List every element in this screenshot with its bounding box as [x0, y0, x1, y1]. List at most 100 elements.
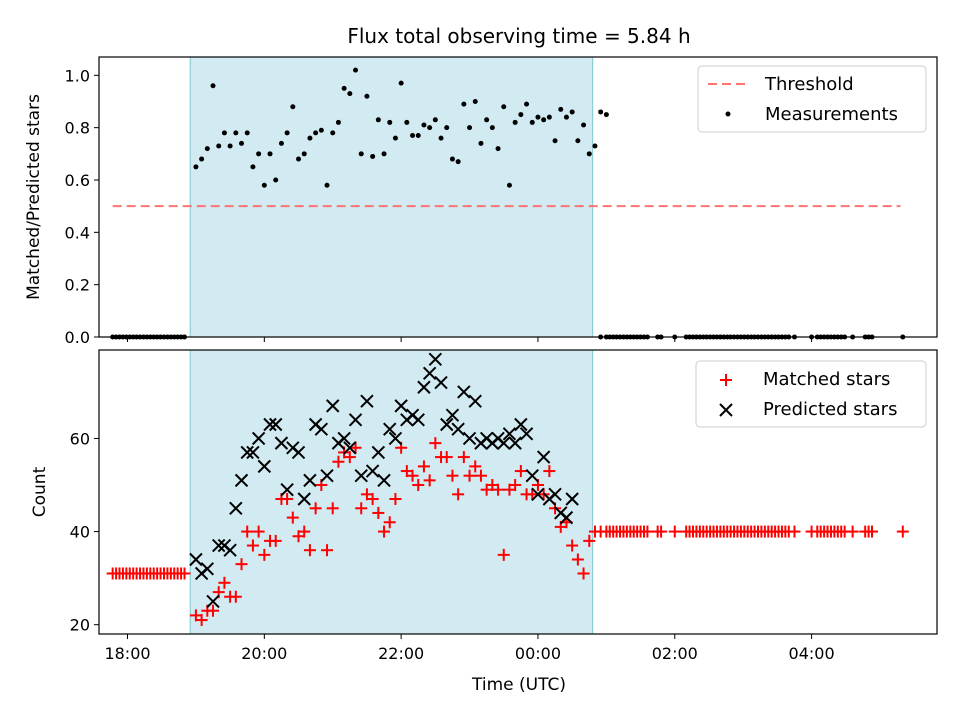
matched-star-points	[106, 437, 909, 627]
measurement-point	[301, 151, 307, 157]
measurement-point	[318, 127, 324, 133]
bottom-x-tick-label: 18:00	[104, 644, 150, 663]
measurement-point	[358, 151, 364, 157]
measurement-point	[335, 119, 341, 125]
predicted-star-points	[189, 352, 579, 609]
matched-star-marker	[286, 511, 299, 524]
measurement-point	[541, 117, 547, 123]
matched-star-marker	[195, 614, 208, 627]
bottom-x-tick-label: 04:00	[789, 644, 835, 663]
measurement-point	[603, 112, 609, 118]
predicted-star-marker	[365, 464, 380, 478]
top-y-tick-label: 0.0	[65, 328, 90, 347]
matched-star-marker	[178, 567, 191, 580]
matched-star-marker	[246, 539, 259, 552]
measurement-point	[267, 151, 273, 157]
measurement-point	[563, 114, 569, 120]
bottom-x-tick-label: 00:00	[515, 644, 561, 663]
measurement-point	[444, 125, 450, 131]
top-axes-frame	[98, 56, 938, 338]
bottom-y-tick-label: 60	[70, 429, 90, 448]
measurement-point	[586, 151, 592, 157]
measurement-point	[552, 138, 558, 144]
measurement-point	[296, 156, 302, 162]
top-y-tick-label: 0.4	[65, 223, 90, 242]
predicted-star-marker	[411, 413, 425, 427]
measurement-point	[489, 125, 495, 131]
predicted-star-marker	[525, 468, 539, 483]
predicted-star-marker	[257, 459, 272, 474]
matched-star-marker	[474, 469, 487, 482]
top-y-tick-label: 0.8	[65, 119, 90, 138]
measurement-point	[404, 119, 410, 125]
matched-star-marker	[366, 492, 379, 505]
predicted-star-marker	[502, 427, 517, 441]
measurement-point	[415, 133, 421, 139]
measurement-point	[598, 109, 604, 115]
measurement-point	[204, 146, 210, 152]
measurement-point	[364, 93, 370, 99]
matched-star-marker	[378, 525, 391, 538]
measurement-point	[478, 140, 484, 146]
measurement-point	[495, 146, 501, 152]
legend-matched-label: Matched stars	[763, 369, 890, 390]
matched-star-marker	[492, 483, 505, 496]
top-y-axis-label: Matched/Predicted stars	[24, 94, 44, 300]
matched-star-marker	[218, 576, 231, 589]
measurement-point	[244, 130, 250, 136]
measurement-point	[250, 164, 256, 170]
measurement-point	[518, 112, 524, 118]
predicted-star-marker	[440, 417, 454, 432]
measurement-point	[307, 135, 313, 141]
predicted-star-marker	[251, 431, 266, 446]
matched-star-marker	[469, 460, 482, 473]
predicted-star-marker	[548, 487, 562, 502]
measurement-point	[392, 135, 398, 141]
measurement-point	[449, 156, 455, 162]
predicted-star-marker	[514, 417, 528, 432]
measurement-point	[239, 140, 245, 146]
bottom-axes-frame	[98, 349, 938, 635]
predicted-star-marker	[497, 436, 511, 450]
matched-star-marker	[343, 451, 356, 464]
measurement-point	[506, 182, 512, 188]
matched-star-marker	[235, 558, 248, 571]
predicted-star-marker	[565, 492, 579, 506]
predicted-star-marker	[343, 441, 357, 455]
matched-star-marker	[417, 460, 430, 473]
measurement-point	[432, 117, 438, 123]
measurement-point	[330, 130, 336, 136]
matched-star-marker	[281, 492, 294, 505]
measurement-point	[427, 125, 433, 131]
legend-predicted-label: Predicted stars	[763, 399, 897, 420]
predicted-star-marker	[240, 445, 254, 460]
matched-star-marker	[389, 492, 402, 505]
predicted-star-marker	[468, 394, 482, 408]
bottom-y-tick-label: 40	[70, 523, 90, 542]
predicted-star-marker	[212, 538, 226, 553]
predicted-star-marker	[314, 422, 329, 436]
top-y-tick-label: 1.0	[65, 66, 90, 85]
matched-star-marker	[526, 488, 539, 501]
matched-star-marker	[207, 604, 220, 617]
legend-matched-swatch	[720, 374, 732, 386]
matched-star-marker	[846, 525, 859, 538]
measurement-point	[256, 151, 262, 157]
predicted-star-marker	[269, 417, 283, 432]
predicted-star-marker	[263, 417, 277, 432]
predicted-star-marker	[291, 445, 306, 460]
measurement-point	[467, 125, 473, 131]
predicted-star-marker	[536, 450, 551, 464]
measurement-point	[216, 143, 222, 149]
matched-star-marker	[349, 441, 362, 454]
measurement-point	[284, 130, 290, 136]
top-panel: 0.0 0.2 0.4 0.6 0.8 1.0 Matched/Predicted sta…	[24, 56, 938, 347]
legend-predicted-swatch	[719, 403, 733, 417]
bottom-y-ticks: 20 40 60	[70, 429, 99, 635]
predicted-star-marker	[457, 385, 471, 399]
bottom-x-axis-label: Time (UTC)	[471, 675, 566, 695]
predicted-star-marker	[519, 427, 534, 441]
predicted-star-marker	[360, 394, 374, 408]
measurement-point	[592, 143, 598, 149]
